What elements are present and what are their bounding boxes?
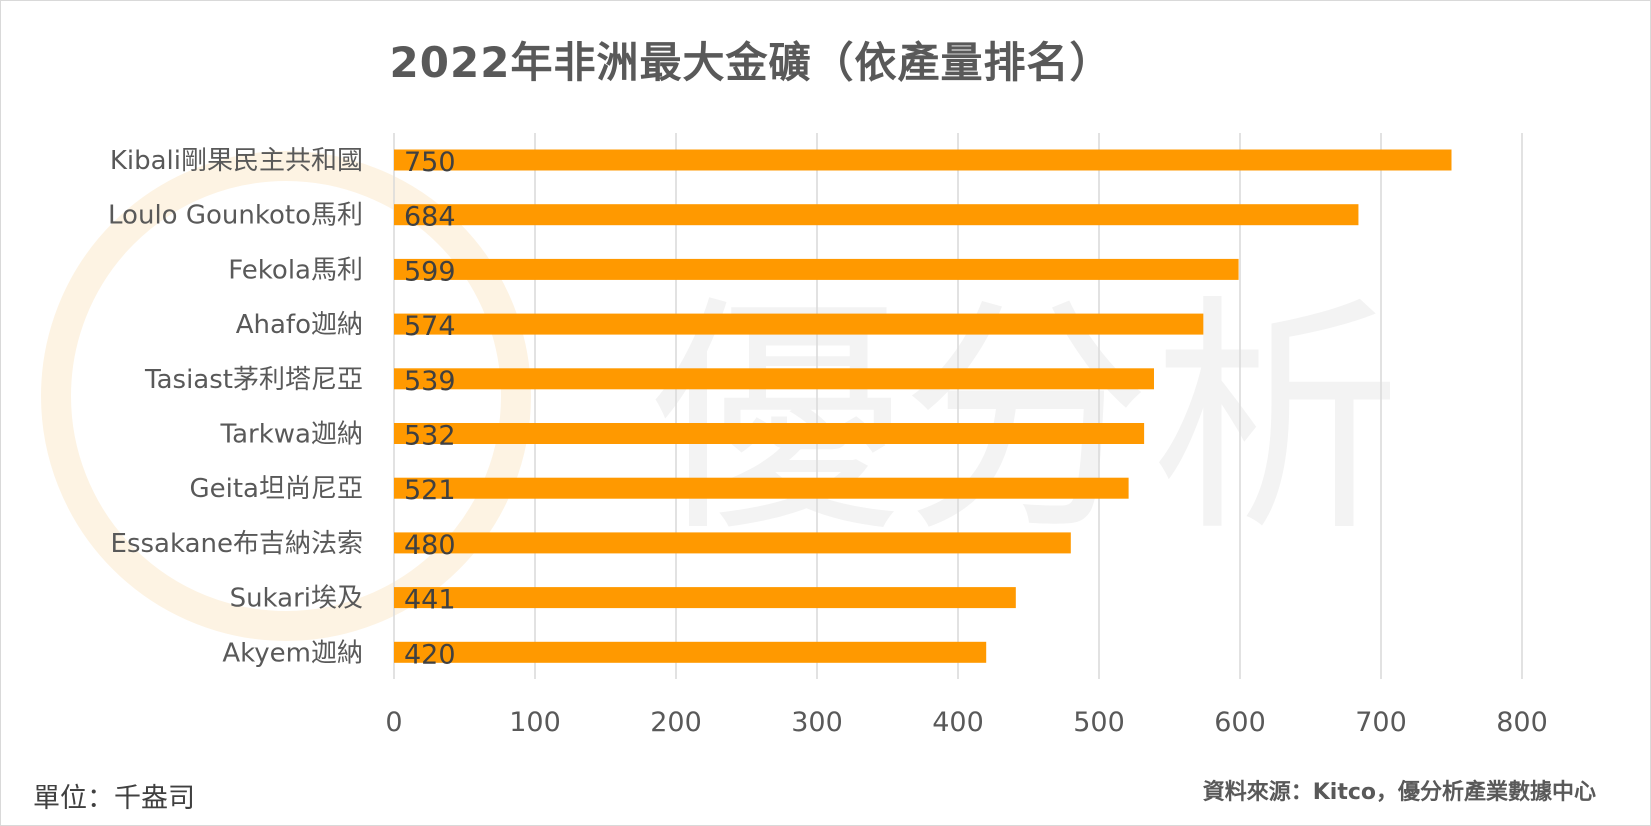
x-tick-label: 600 — [1214, 707, 1266, 738]
category-label: Essakane布吉納法索 — [111, 529, 363, 559]
data-label: 532 — [404, 421, 456, 452]
source-note: 資料來源：Kitco，優分析產業數據中心 — [1202, 780, 1596, 805]
category-label: Tarkwa迦納 — [220, 420, 363, 450]
category-label: Ahafo迦納 — [236, 310, 363, 340]
category-label: Tasiast茅利塔尼亞 — [144, 365, 363, 395]
chart-title: 2022年非洲最大金礦（依產量排名） — [389, 38, 1113, 87]
category-label: Kibali剛果民主共和國 — [110, 146, 363, 176]
x-tick-label: 700 — [1355, 707, 1407, 738]
bar — [394, 149, 1452, 171]
bar — [394, 641, 987, 663]
data-label: 574 — [404, 311, 456, 342]
x-tick-label: 400 — [932, 707, 984, 738]
data-label: 750 — [404, 147, 456, 178]
bar — [394, 587, 1016, 609]
bar — [394, 477, 1129, 499]
data-label: 441 — [404, 585, 456, 616]
bar — [394, 368, 1154, 390]
data-label: 599 — [404, 256, 456, 287]
bars — [394, 149, 1452, 663]
bar — [394, 204, 1359, 226]
x-tick-label: 100 — [509, 707, 561, 738]
watermark-ring — [41, 151, 531, 641]
category-label: Sukari埃及 — [230, 584, 363, 614]
category-labels: Kibali剛果民主共和國 Loulo Gounkoto馬利 Fekola馬利 Aha… — [108, 146, 363, 668]
x-tick-label: 800 — [1496, 707, 1548, 738]
x-tick-label: 0 — [385, 707, 402, 738]
bar — [394, 423, 1145, 444]
x-tick-label: 300 — [791, 707, 843, 738]
bar — [394, 313, 1204, 335]
x-tick-label: 500 — [1073, 707, 1125, 738]
data-label: 480 — [404, 530, 456, 561]
unit-note: 單位：千盎司 — [33, 783, 195, 814]
data-label: 521 — [404, 475, 456, 506]
category-label: Loulo Gounkoto馬利 — [108, 201, 363, 231]
x-tick-label: 200 — [650, 707, 702, 738]
category-label: Fekola馬利 — [228, 255, 363, 285]
bar — [394, 258, 1239, 280]
category-label: Akyem迦納 — [222, 638, 363, 668]
category-label: Geita坦尚尼亞 — [190, 474, 364, 504]
x-tick-labels: 0 100 200 300 400 500 600 700 800 — [385, 707, 1547, 738]
data-label: 420 — [404, 639, 456, 670]
data-label: 684 — [404, 202, 456, 233]
data-labels: 750 684 599 574 539 532 521 480 441 420 — [404, 147, 456, 670]
bar — [394, 532, 1071, 554]
data-label: 539 — [404, 366, 456, 397]
